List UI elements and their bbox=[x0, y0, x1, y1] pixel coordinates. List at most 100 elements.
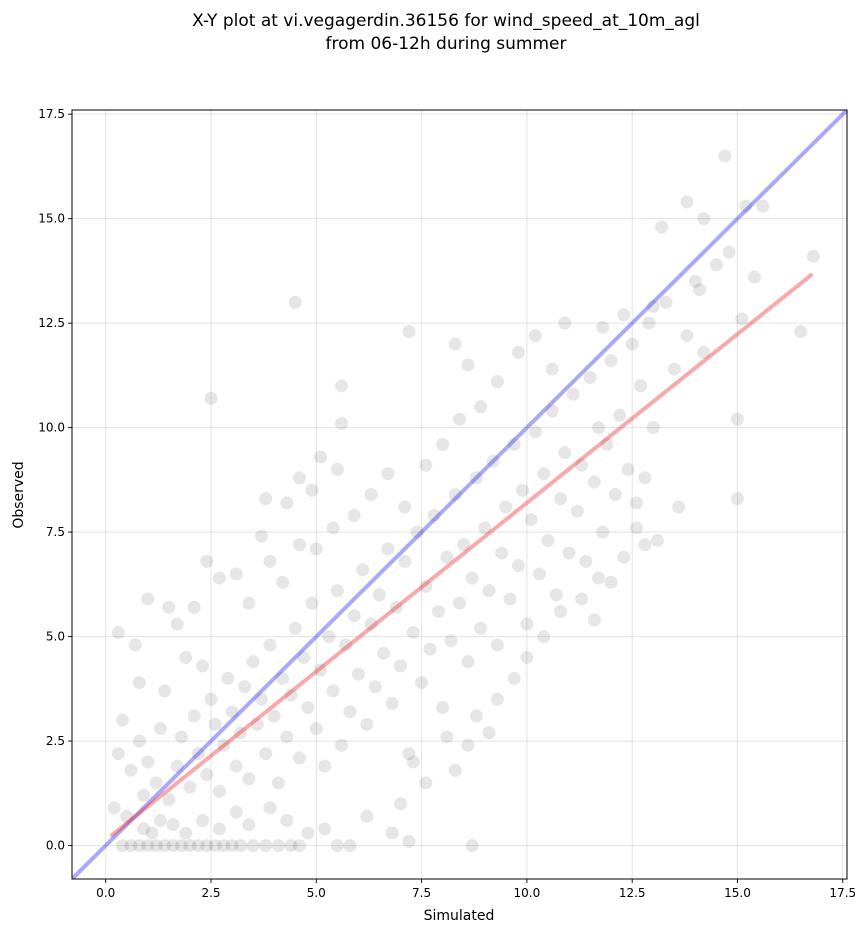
scatter-point-211 bbox=[196, 659, 210, 673]
scatter-point-87 bbox=[335, 738, 349, 752]
scatter-point-221 bbox=[381, 467, 395, 481]
scatter-point-184 bbox=[617, 308, 631, 322]
scatter-point-84 bbox=[322, 630, 336, 644]
scatter-point-181 bbox=[806, 249, 820, 263]
scatter-point-109 bbox=[427, 508, 441, 522]
scatter-point-19 bbox=[292, 839, 306, 853]
scatter-point-101 bbox=[394, 659, 408, 673]
scatter-point-49 bbox=[162, 793, 176, 807]
scatter-point-228 bbox=[511, 345, 525, 359]
scatter-point-182 bbox=[693, 283, 707, 297]
scatter-point-147 bbox=[587, 475, 601, 489]
scatter-point-36 bbox=[301, 826, 315, 840]
y-tick-label-0: 0.0 bbox=[46, 839, 65, 853]
scatter-point-244 bbox=[554, 605, 568, 619]
scatter-point-0 bbox=[116, 839, 130, 853]
scatter-point-223 bbox=[419, 458, 433, 472]
scatter-point-124 bbox=[490, 638, 504, 652]
scatter-point-177 bbox=[680, 195, 694, 209]
scatter-point-205 bbox=[162, 600, 176, 614]
fit-lines bbox=[72, 110, 847, 879]
scatter-point-81 bbox=[309, 722, 323, 736]
scatter-point-30 bbox=[196, 813, 210, 827]
scatter-point-191 bbox=[448, 337, 462, 351]
scatter-point-82 bbox=[314, 663, 328, 677]
scatter-point-186 bbox=[288, 295, 302, 309]
scatter-point-25 bbox=[137, 822, 151, 836]
scatter-point-13 bbox=[225, 839, 239, 853]
scatter-point-178 bbox=[697, 212, 711, 226]
scatter-point-152 bbox=[608, 488, 622, 501]
grid-lines bbox=[72, 110, 847, 879]
scatter-point-213 bbox=[229, 567, 243, 581]
scatter-point-34 bbox=[263, 801, 277, 815]
scatter-point-40 bbox=[402, 834, 416, 848]
scatter-point-136 bbox=[541, 533, 555, 547]
scatter-point-41 bbox=[111, 747, 125, 761]
scatter-point-172 bbox=[735, 312, 749, 326]
scatter-point-195 bbox=[292, 471, 306, 485]
scatter-point-148 bbox=[591, 421, 605, 435]
scatter-point-236 bbox=[448, 763, 462, 777]
scatter-point-137 bbox=[545, 404, 559, 418]
scatter-point-179 bbox=[655, 220, 669, 234]
scatter-point-141 bbox=[562, 546, 576, 560]
scatter-point-235 bbox=[440, 730, 454, 744]
scatter-point-193 bbox=[259, 492, 273, 506]
scatter-point-149 bbox=[596, 525, 610, 539]
scatter-point-212 bbox=[212, 571, 226, 585]
scatter-point-93 bbox=[360, 717, 374, 731]
scatter-point-206 bbox=[170, 617, 184, 631]
scatter-point-208 bbox=[132, 676, 146, 690]
scatter-point-71 bbox=[267, 709, 281, 723]
scatter-point-112 bbox=[440, 550, 454, 564]
scatter-point-150 bbox=[600, 437, 614, 451]
scatter-point-51 bbox=[175, 730, 189, 744]
regression-line bbox=[110, 273, 814, 838]
scatter-point-23 bbox=[107, 801, 121, 815]
scatter-point-92 bbox=[356, 563, 370, 577]
scatter-point-14 bbox=[233, 839, 247, 853]
scatter-point-159 bbox=[642, 316, 656, 330]
scatter-point-5 bbox=[158, 839, 172, 853]
scatter-point-187 bbox=[204, 391, 218, 405]
scatter-point-175 bbox=[756, 199, 770, 213]
scatter-point-188 bbox=[335, 379, 349, 393]
one-to-one-line bbox=[72, 110, 847, 879]
y-tick-label-6: 15.0 bbox=[38, 212, 65, 226]
scatter-point-16 bbox=[259, 839, 273, 853]
scatter-point-83 bbox=[318, 759, 332, 773]
scatter-point-158 bbox=[638, 471, 652, 485]
scatter-point-45 bbox=[137, 788, 151, 802]
scatter-point-67 bbox=[250, 717, 264, 731]
scatter-point-174 bbox=[747, 270, 761, 284]
scatter-point-11 bbox=[208, 839, 222, 853]
scatter-point-160 bbox=[646, 421, 660, 435]
y-axis-label: Observed bbox=[11, 461, 27, 528]
scatter-point-54 bbox=[191, 747, 205, 761]
scatter-point-66 bbox=[246, 655, 260, 669]
scatter-point-18 bbox=[284, 839, 298, 853]
scatter-point-143 bbox=[570, 504, 584, 518]
scatter-point-10 bbox=[200, 839, 214, 853]
scatter-point-210 bbox=[179, 650, 193, 664]
scatter-point-222 bbox=[398, 500, 412, 514]
scatter-point-32 bbox=[229, 805, 243, 819]
scatter-point-173 bbox=[739, 199, 753, 213]
scatter-point-230 bbox=[545, 362, 559, 376]
scatter-point-47 bbox=[149, 776, 163, 790]
scatter-point-197 bbox=[314, 450, 328, 464]
scatter-point-146 bbox=[583, 370, 597, 384]
scatter-point-94 bbox=[364, 617, 378, 631]
scatter-point-134 bbox=[533, 567, 547, 581]
scatter-point-251 bbox=[629, 496, 643, 510]
scatter-point-167 bbox=[697, 345, 711, 359]
scatter-point-189 bbox=[335, 416, 349, 430]
scatter-point-157 bbox=[634, 379, 648, 393]
scatter-point-44 bbox=[132, 734, 146, 748]
scatter-point-227 bbox=[490, 375, 504, 389]
scatter-point-120 bbox=[474, 621, 488, 635]
scatter-point-57 bbox=[208, 717, 222, 731]
scatter-point-31 bbox=[212, 822, 226, 836]
